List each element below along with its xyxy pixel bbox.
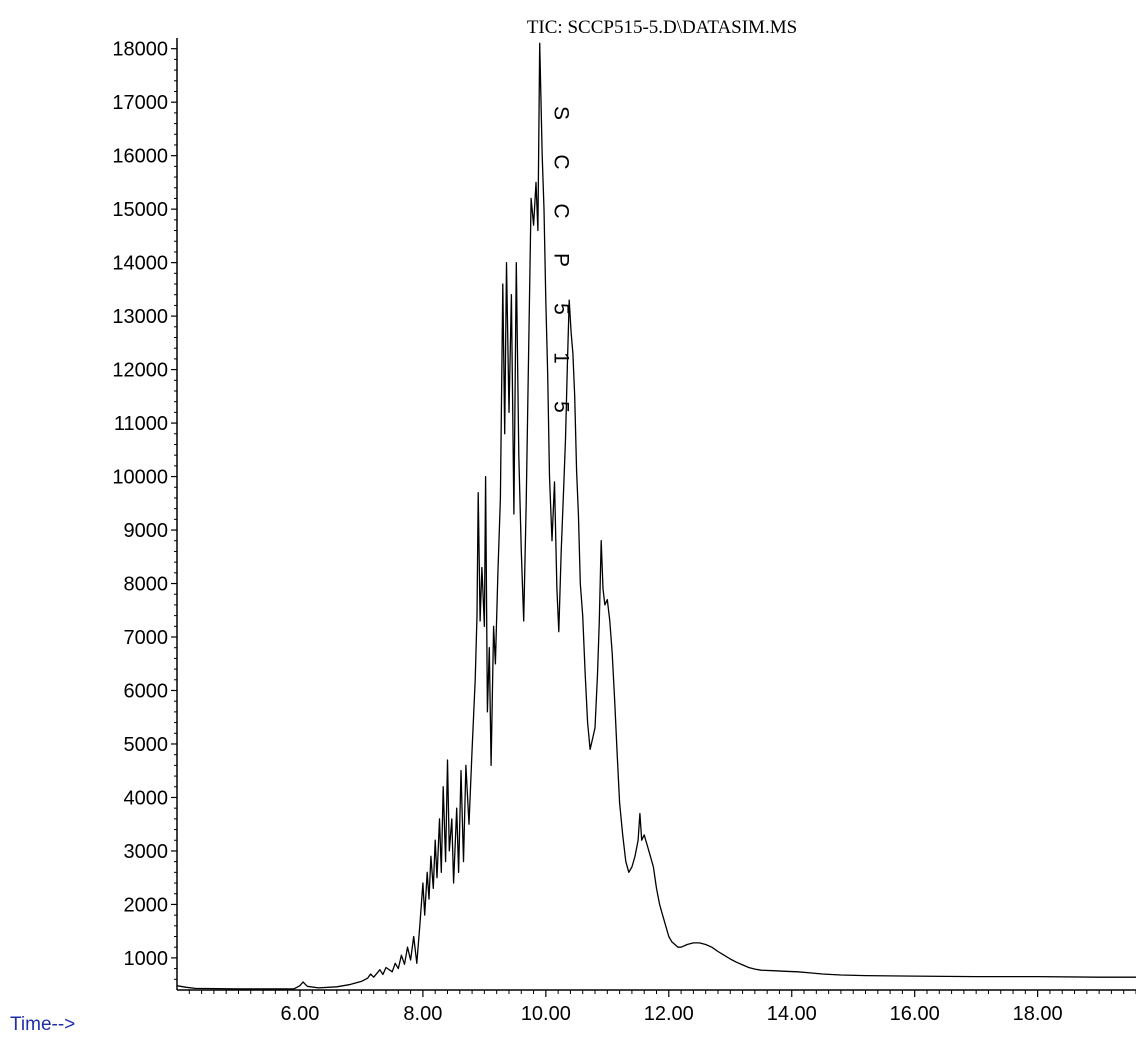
x-tick-label: 18.00 [1013, 1003, 1063, 1025]
peak-annotation-char: 5 [549, 303, 572, 315]
chart-title: TIC: SCCP515-5.D\DATASIM.MS [527, 17, 797, 38]
y-tick-label: 5000 [124, 734, 169, 756]
y-tick-label: 12000 [112, 360, 168, 382]
y-tick-label: 2000 [124, 894, 169, 916]
x-tick-label: 6.00 [280, 1003, 319, 1025]
y-tick-label: 14000 [112, 253, 168, 275]
y-tick-label: 16000 [112, 146, 168, 168]
y-tick-label: 18000 [112, 39, 168, 61]
x-tick-label: 12.00 [644, 1003, 694, 1025]
y-tick-label: 15000 [112, 199, 168, 221]
peak-annotation: S C C P 5 1 5 [549, 106, 572, 413]
y-tick-label: 1000 [124, 948, 169, 970]
y-tick-label: 17000 [112, 92, 168, 114]
y-axis-ticks: 1000 2000 3000 4000 5000 6000 7000 8000 9000 1000… [112, 39, 177, 980]
x-tick-label: 16.00 [890, 1003, 940, 1025]
peak-annotation-char: C [549, 203, 572, 218]
y-tick-label: 11000 [114, 413, 168, 435]
y-tick-label: 7000 [124, 627, 169, 649]
series-line [176, 42, 1136, 990]
peak-annotation-char: 5 [549, 401, 572, 413]
x-tick-label: 10.00 [521, 1003, 571, 1025]
x-axis-ticks: 6.00 8.00 10.00 12.00 14.00 16.00 18.00 [188, 990, 1136, 1025]
peak-annotation-char: P [549, 253, 572, 267]
peak-annotation-char: 1 [549, 352, 572, 364]
y-tick-label: 10000 [112, 467, 168, 489]
y-tick-label: 9000 [124, 520, 169, 542]
x-axis-label: Time--> [10, 1014, 75, 1035]
peak-annotation-char: S [549, 106, 572, 120]
y-tick-label: 13000 [112, 306, 168, 328]
axes: 1000 2000 3000 4000 5000 6000 7000 8000 9000 1000… [112, 38, 1136, 1025]
y-tick-label: 3000 [124, 841, 169, 863]
x-tick-label: 8.00 [403, 1003, 442, 1025]
y-tick-label: 6000 [124, 680, 169, 702]
series-layer [176, 42, 1136, 990]
y-tick-label: 4000 [124, 787, 169, 809]
peak-annotation-char: C [549, 154, 572, 169]
y-tick-label: 8000 [124, 574, 169, 596]
x-tick-label: 14.00 [767, 1003, 817, 1025]
